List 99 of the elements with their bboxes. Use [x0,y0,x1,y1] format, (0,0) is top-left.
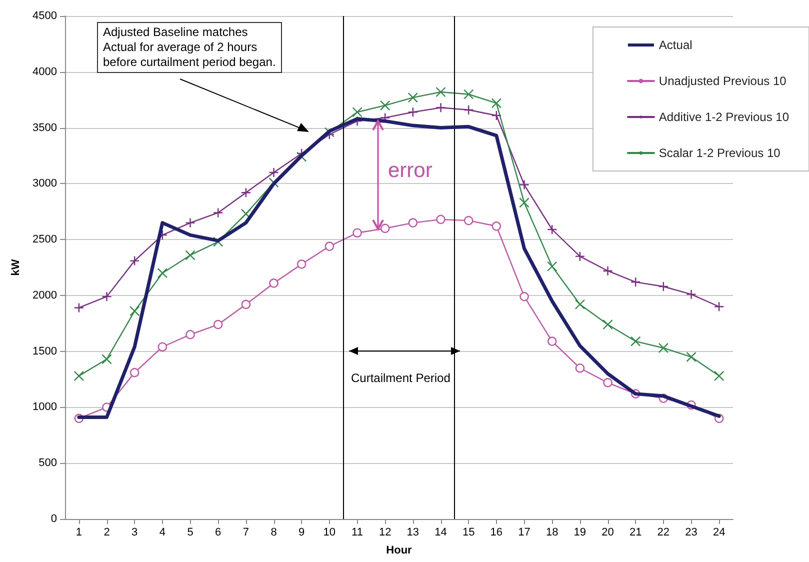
point [74,302,84,313]
point [130,368,140,378]
point [602,266,613,276]
point [186,330,195,340]
annotation: error [388,158,432,184]
point [436,86,446,98]
legend-label: Unadjusted Previous 10 [658,74,787,88]
point [630,276,641,288]
point [603,378,612,388]
point [436,102,446,113]
annotation: Curtailment Period [351,371,450,386]
x-axis-title: Hour [386,544,413,556]
y-tick-label: 4500 [32,10,57,22]
legend-label: Actual [658,38,692,52]
point [380,100,390,111]
x-tick-label: 13 [406,526,420,538]
point [658,342,669,354]
point [463,89,474,100]
point [408,107,418,118]
point [296,260,306,269]
x-tick-label: 8 [270,526,277,538]
point [74,370,84,382]
x-tick-label: 18 [546,526,558,538]
y-tick-label: 1000 [32,401,57,414]
point [269,278,278,288]
point [574,251,586,262]
annotation: Adjusted Baseline matches Actual for average of 2 hours before curtailment period began. [97,22,282,73]
point [352,228,362,238]
point [380,224,390,233]
y-tick-label: 3500 [32,122,57,134]
point [158,342,168,352]
y-axis-title: kW [10,258,22,276]
x-tick-label: 3 [132,526,138,538]
point [686,352,696,362]
x-tick-label: 22 [657,526,670,538]
x-tick-label: 23 [685,526,698,538]
point [212,208,224,218]
point [714,370,724,382]
point [602,319,613,330]
x-tick-label: 20 [602,526,614,538]
y-tick-label: 4000 [32,66,57,78]
point [575,364,585,373]
x-tick-label: 12 [378,526,392,538]
x-tick-label: 2 [104,526,110,538]
point [240,188,252,198]
y-tick-label: 2000 [32,289,57,302]
point [491,110,502,121]
point [547,336,557,346]
y-tick-label: 3000 [32,178,57,190]
point [102,354,112,364]
x-tick-label: 16 [490,526,503,538]
x-tick-label: 17 [518,526,530,538]
point [546,261,558,272]
point [157,268,168,278]
point [519,198,530,208]
point [546,224,558,235]
point [408,218,418,228]
x-tick-label: 14 [434,526,447,538]
x-tick-label: 6 [215,526,222,538]
point [464,216,474,226]
point [241,300,251,309]
y-tick-label: 1500 [32,345,57,358]
point [714,302,724,312]
point [129,256,140,266]
point [520,292,529,302]
point [436,214,446,224]
y-tick-label: 500 [38,457,57,470]
x-tick-label: 10 [323,526,336,538]
x-tick-label: 19 [574,526,586,538]
point [102,291,112,302]
x-tick-label: 7 [242,526,249,538]
point [463,104,474,115]
point [574,299,586,310]
y-tick-label: 2500 [32,234,57,246]
point [268,167,279,178]
point [185,218,196,228]
x-tick-label: 4 [159,526,166,538]
point [658,281,669,292]
x-tick-label: 1 [76,526,82,538]
point [630,336,641,346]
x-tick-label: 15 [462,526,475,538]
x-tick-label: 11 [352,526,363,538]
x-tick-label: 5 [187,526,194,538]
x-tick-label: 9 [298,526,305,538]
point [408,92,418,103]
point [519,180,530,190]
x-tick-label: 21 [629,526,642,538]
point [352,107,362,118]
point [129,306,140,316]
x-tick-label: 24 [712,526,726,538]
point [491,98,502,108]
point [686,289,696,300]
point [492,222,502,231]
point [213,320,223,330]
point [185,250,196,260]
legend-label: Scalar 1-2 Previous 10 [658,146,781,160]
legend-label: Additive 1-2 Previous 10 [658,110,790,124]
y-tick-label: 0 [50,513,57,525]
point [324,242,334,251]
